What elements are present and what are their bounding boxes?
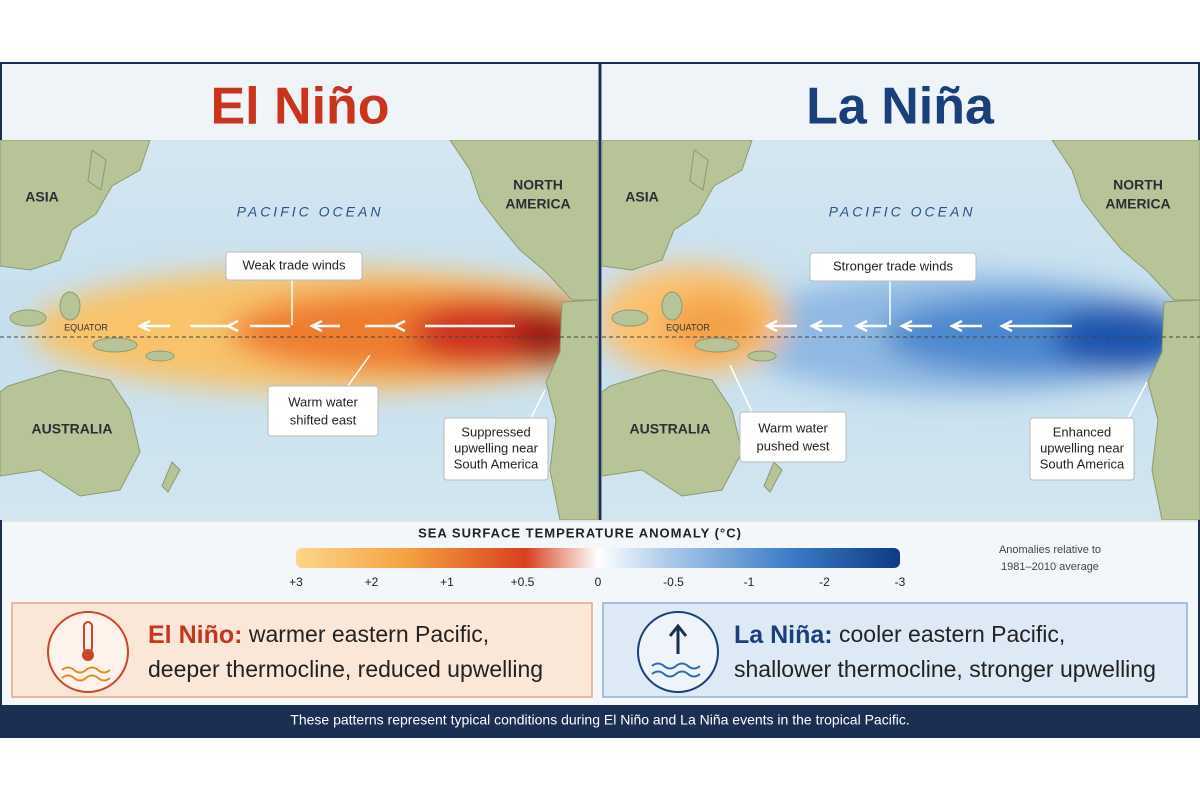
legend-tick-label: +3 (289, 575, 303, 589)
callout-box (225, 251, 363, 281)
equator-label: EQUATOR (64, 322, 108, 332)
summary-line: deeper thermocline, reduced upwelling (148, 656, 543, 682)
region-label: NORTH (513, 177, 563, 193)
callout-pointer (729, 364, 753, 413)
cool-anomaly (602, 265, 1192, 395)
legend-tick-label: -3 (895, 575, 906, 589)
la-nina-panel: La Niña ASIA NORTH AMERICA PACIFIC OCEAN… (602, 64, 1200, 520)
legend-title: SEA SURFACE TEMPERATURE ANOMALY (°C) (418, 525, 742, 540)
trade-wind-arrows (137, 319, 515, 333)
callout-text: South America (454, 456, 539, 471)
callout-box (739, 411, 847, 463)
legend-tick-label: -2 (819, 575, 830, 589)
callout-text: Suppressed (461, 424, 530, 439)
legend-tick-label: +0.5 (511, 575, 535, 589)
panel-title: El Niño (210, 78, 389, 136)
callout-box (443, 417, 549, 481)
title-band (602, 64, 1198, 140)
legend-note: 1981–2010 average (1001, 561, 1099, 573)
color-bar (296, 548, 900, 568)
thermometer-icon (82, 649, 94, 661)
legend-tick-label: -1 (744, 575, 755, 589)
el-nino-panel: El Niño ASIA NORTH AMERICA PACIFIC OCEAN… (0, 64, 598, 520)
callout-box (267, 385, 379, 437)
legend: SEA SURFACE TEMPERATURE ANOMALY (°C) Ano… (2, 520, 1198, 589)
callout-box (1029, 417, 1135, 481)
callout-pointer (1126, 381, 1148, 421)
equator-label: EQUATOR (666, 322, 710, 332)
footer-text: These patterns represent typical conditi… (290, 712, 909, 728)
summary-line: warmer eastern Pacific, (248, 621, 489, 647)
legend-tick-label: +1 (440, 575, 454, 589)
upwelling-icon (668, 623, 688, 654)
ocean-label: PACIFIC OCEAN (829, 204, 976, 220)
callout-text: Enhanced (1053, 424, 1112, 439)
callout-pointer (344, 354, 371, 391)
region-label: ASIA (25, 189, 58, 205)
region-label: AMERICA (505, 196, 570, 212)
callout-text: Weak trade winds (242, 257, 346, 272)
callout-text: shifted east (290, 412, 357, 427)
wave-icon (651, 662, 701, 678)
legend-tick-label: 0 (595, 575, 602, 589)
legend-tick-label: +2 (365, 575, 379, 589)
callout-text: upwelling near (454, 440, 539, 455)
summary-label: El Niño: (148, 621, 242, 649)
ocean-label: PACIFIC OCEAN (237, 204, 384, 220)
la-nina-summary: La Niña: cooler eastern Pacific, shallow… (602, 602, 1188, 698)
footer-bar (1, 705, 1199, 737)
trade-wind-arrows (764, 319, 1072, 333)
summary-label: La Niña: (734, 621, 833, 649)
region-label: AMERICA (1105, 196, 1170, 212)
callout-text: Warm water (288, 394, 358, 409)
summary-text: El Niño: warmer eastern Pacific, (148, 621, 489, 649)
region-label: AUSTRALIA (630, 421, 711, 437)
callout-box (809, 252, 977, 282)
region-label: AUSTRALIA (32, 421, 113, 437)
callout-text: South America (1040, 456, 1125, 471)
region-label: NORTH (1113, 177, 1163, 193)
callout-text: upwelling near (1040, 440, 1125, 455)
warm-anomaly (30, 268, 598, 392)
panel-title: La Niña (806, 78, 995, 136)
callout-text: pushed west (757, 438, 830, 453)
legend-note: Anomalies relative to (999, 544, 1101, 556)
summary-line: shallower thermocline, stronger upwellin… (734, 656, 1156, 682)
callout-text: Stronger trade winds (833, 258, 953, 273)
summary-text: La Niña: cooler eastern Pacific, (734, 621, 1065, 649)
map (602, 140, 1200, 520)
el-nino-summary: El Niño: warmer eastern Pacific, deeper … (11, 602, 593, 698)
callout-text: Warm water (758, 420, 828, 435)
legend-tick-label: -0.5 (663, 575, 684, 589)
callout-pointer (529, 389, 546, 421)
wave-icon (61, 666, 111, 682)
title-band (2, 64, 598, 140)
region-label: ASIA (625, 189, 658, 205)
summary-line: cooler eastern Pacific, (839, 621, 1065, 647)
